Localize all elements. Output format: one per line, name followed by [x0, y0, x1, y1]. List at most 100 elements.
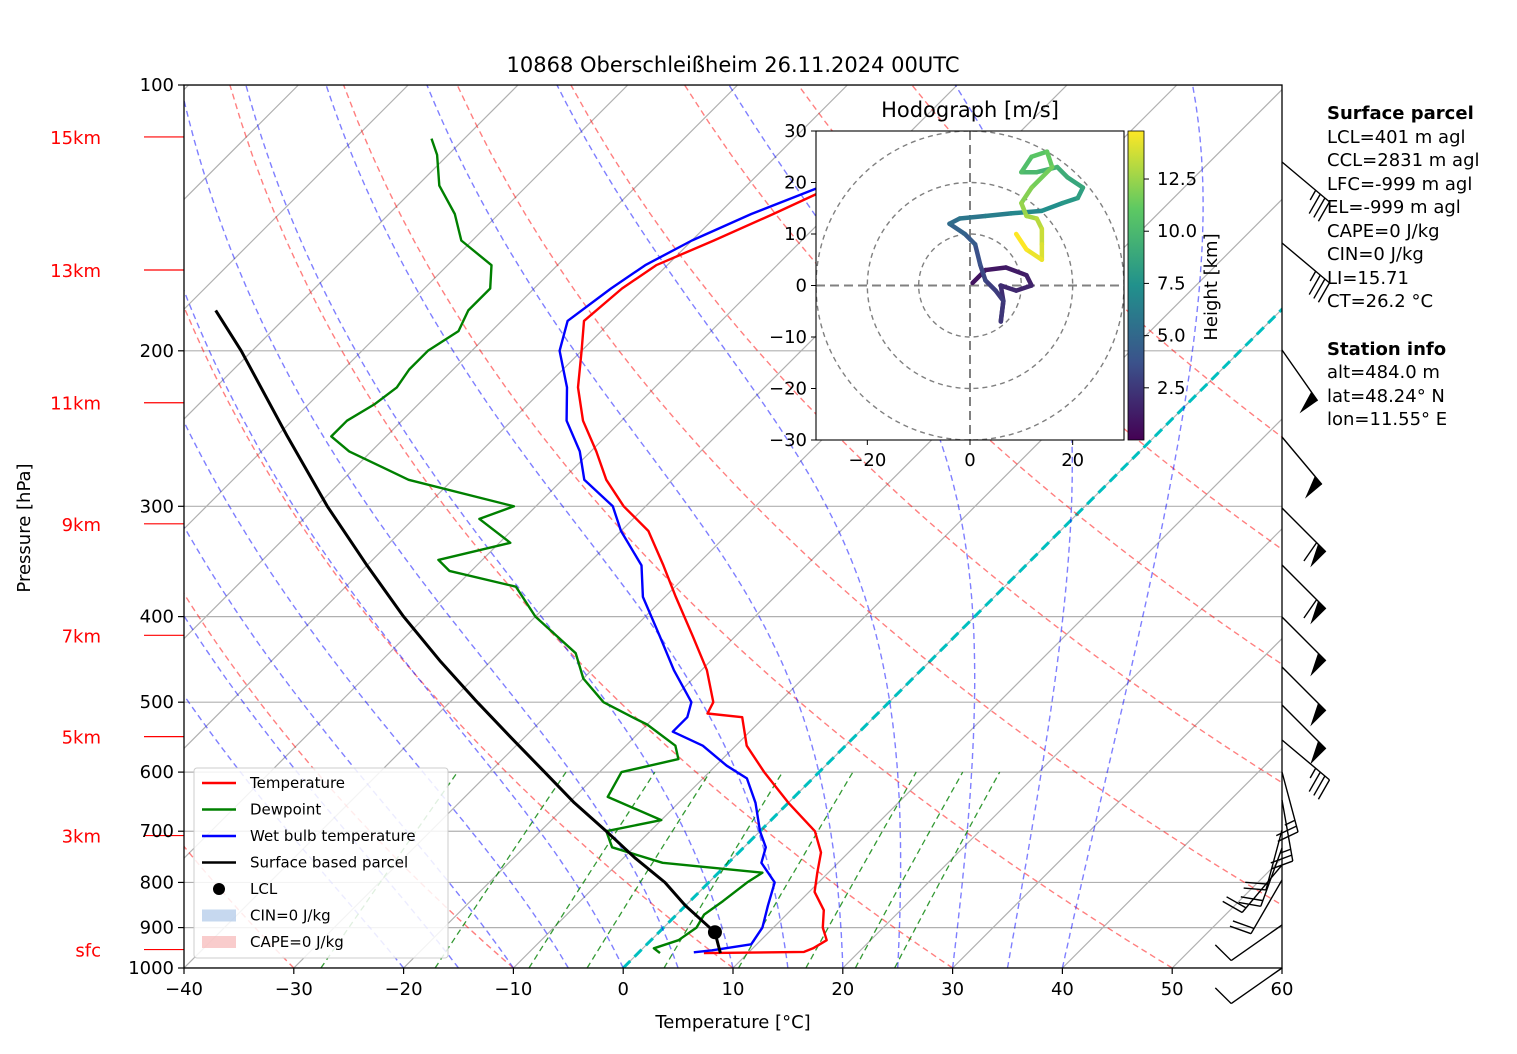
- wind-barb-staff: [1241, 864, 1283, 913]
- moist-adiabat: [184, 420, 569, 968]
- hodograph-segment: [1065, 175, 1086, 190]
- moist-adiabat: [556, 85, 902, 968]
- hodograph-segment: [1029, 164, 1055, 190]
- hodograph-segment: [983, 265, 1009, 273]
- hodograph-segment: [998, 298, 1006, 324]
- hodograph-inset: Hodograph [m/s] −20 0 20 30 20 10 0 −10 −20 −30 1…: [769, 98, 1222, 471]
- mixing-ratio-line: [894, 771, 1001, 968]
- wind-barb-full: [1229, 925, 1252, 935]
- wind-barb-full: [1214, 944, 1232, 962]
- hodograph-segment: [1055, 164, 1070, 180]
- hodo-x-tick-label: 0: [964, 450, 975, 471]
- wind-barb-flag: [1310, 703, 1326, 727]
- wind-barb-full: [1240, 896, 1263, 902]
- hodo-y-tick-label: −30: [769, 430, 807, 451]
- hodograph-segment: [1044, 149, 1055, 170]
- series-wet-bulb-temperature: [558, 137, 981, 954]
- lcl-point: [707, 925, 722, 940]
- legend-label: Temperature: [249, 774, 345, 792]
- wind-barb-half: [1309, 767, 1317, 779]
- wind-barb-staff: [1281, 242, 1330, 284]
- mixing-ratio-line: [586, 771, 711, 968]
- moist-adiabat: [184, 525, 514, 968]
- moist-adiabat: [426, 85, 844, 968]
- station-info-line: lat=48.24° N: [1327, 385, 1445, 407]
- x-tick-label: −30: [275, 979, 313, 1000]
- hodo-y-tick-label: −20: [769, 379, 807, 400]
- dry-adiabat: [229, 85, 953, 968]
- y-tick-label: 700: [140, 821, 174, 842]
- chart-title: 10868 Oberschleißheim 26.11.2024 00UTC: [507, 53, 960, 77]
- wind-barb-staff: [1230, 967, 1283, 1005]
- mixing-ratio-line: [805, 771, 917, 968]
- legend-label: LCL: [250, 880, 278, 898]
- wind-barb-half: [1309, 270, 1317, 282]
- wind-barb-full: [1222, 900, 1243, 914]
- wind-barb-staff: [1281, 799, 1294, 862]
- isotherm: [184, 85, 519, 420]
- y-tick-label: 200: [140, 341, 174, 362]
- wind-barb-full: [1303, 542, 1318, 562]
- wind-barb-staff: [1281, 739, 1330, 781]
- wind-barb-full: [1317, 201, 1331, 222]
- x-tick-label: 40: [1051, 979, 1074, 1000]
- y-tick-label: 900: [140, 918, 174, 939]
- colorbar-tick-label: 2.5: [1157, 378, 1186, 399]
- legend: Temperature Dewpoint Wet bulb temperature S…: [193, 767, 449, 959]
- y-tick-label: 600: [140, 762, 174, 783]
- hodo-x-tick-label: 20: [1061, 450, 1084, 471]
- y-tick-label: 800: [140, 872, 174, 893]
- hodograph-segment: [998, 283, 1019, 293]
- isotherm: [1061, 747, 1282, 968]
- hodo-y-tick-label: 10: [784, 224, 807, 245]
- x-tick-label: 50: [1161, 979, 1184, 1000]
- wind-barb-full: [1226, 896, 1247, 909]
- zero-isotherm: [622, 307, 1282, 968]
- wind-barb-full: [1313, 278, 1326, 299]
- x-tick-label: 60: [1271, 979, 1294, 1000]
- legend-label: CAPE=0 J/kg: [250, 933, 344, 951]
- hodograph-segment: [962, 231, 978, 247]
- hodograph-segment: [947, 221, 968, 237]
- wind-barb-full: [1317, 282, 1331, 303]
- hodograph-segment: [1060, 195, 1081, 206]
- hodograph-ring: [917, 233, 1023, 338]
- hodograph-segment: [1013, 283, 1034, 293]
- wind-barbs: [1214, 161, 1331, 1005]
- surface-parcel-line: LFC=-999 m agl: [1327, 173, 1473, 195]
- wind-barb-flag: [1299, 391, 1318, 414]
- legend-swatch: [202, 936, 236, 948]
- wind-barb-full: [1214, 987, 1232, 1005]
- colorbar-label: Height [km]: [1201, 233, 1222, 340]
- hodograph-segment: [1019, 154, 1034, 175]
- hodograph-segment: [972, 242, 983, 268]
- hodograph-segment: [1019, 200, 1029, 219]
- y-axis-ticks: 100 200 300 400 500 600 700 800 900 1000: [128, 75, 184, 979]
- hodograph-segment: [1013, 231, 1029, 252]
- wind-barb-half: [1309, 189, 1317, 201]
- surface-parcel-line: CAPE=0 J/kg: [1327, 220, 1440, 242]
- x-axis-label: Temperature [°C]: [654, 1012, 810, 1033]
- hodo-x-tick-label: −20: [848, 450, 886, 471]
- wind-barb-full: [1245, 881, 1268, 885]
- station-info-line: alt=484.0 m: [1327, 362, 1440, 383]
- hodo-y-tick-label: −10: [769, 327, 807, 348]
- hodograph-segment: [1029, 149, 1050, 159]
- surface-parcel-header: Surface parcel: [1327, 103, 1474, 124]
- dry-adiabat: [456, 85, 1282, 906]
- hodograph-segment: [957, 213, 988, 221]
- colorbar: [1127, 130, 1145, 441]
- hodograph-segment: [983, 211, 1014, 219]
- wind-barb-staff: [1281, 771, 1299, 833]
- x-tick-label: −40: [165, 979, 203, 1000]
- wind-barb-staff: [1250, 879, 1283, 935]
- hodograph-segment: [1019, 185, 1034, 206]
- wind-barb-full: [1232, 920, 1255, 930]
- moist-adiabat: [184, 288, 624, 968]
- wind-barb-full: [1313, 775, 1326, 796]
- height-label: 7km: [62, 626, 101, 647]
- hodo-y-tick-label: 0: [796, 276, 807, 297]
- info-panel: Surface parcel LCL=401 m agl CCL=2831 m …: [1327, 102, 1480, 432]
- profile-lines: [214, 137, 992, 955]
